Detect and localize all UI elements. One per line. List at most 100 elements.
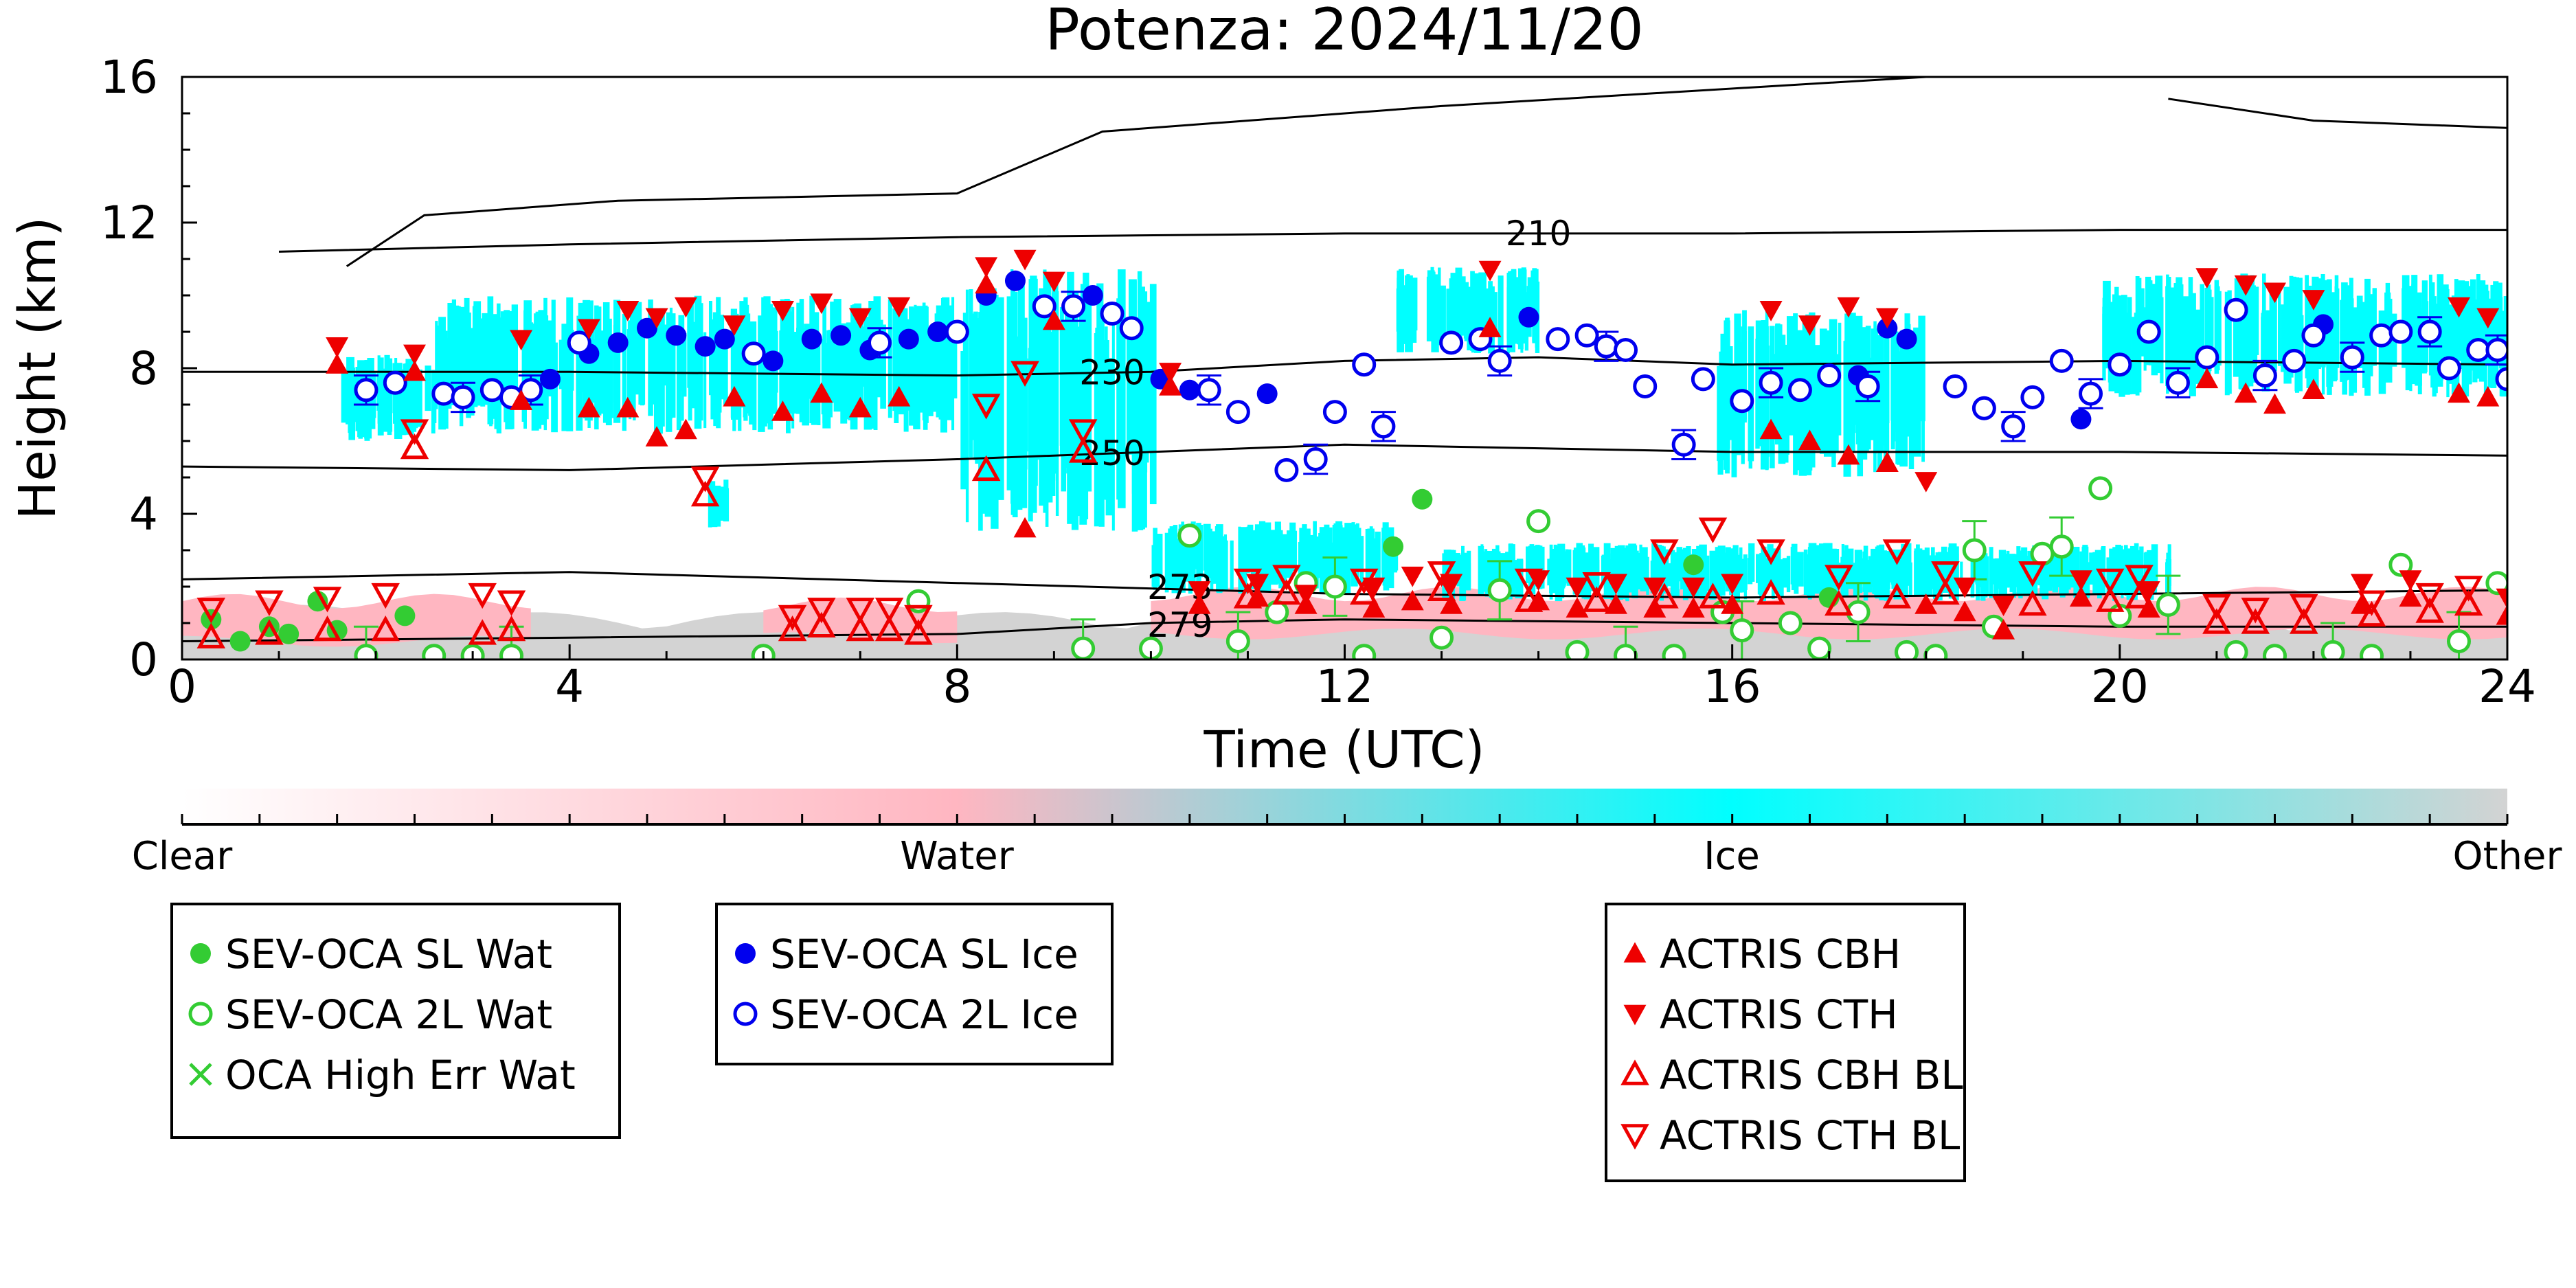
ice-class-streak	[2018, 563, 2022, 587]
ice-class-streak	[1891, 361, 1896, 442]
ice-class-streak	[1324, 524, 1330, 582]
ice-class-streak	[928, 335, 936, 405]
ice-class-streak	[971, 313, 978, 440]
marker-filled-triangle-up	[645, 426, 668, 447]
marker-filled-triangle-up	[326, 353, 349, 374]
marker-open-circle	[2360, 644, 2384, 659]
ice-class-streak	[1344, 523, 1352, 569]
legends: SEV-OCA SL Wat SEV-OCA 2L Wat OCA High Err…	[170, 903, 1966, 1182]
ice-class-streak	[2124, 554, 2128, 596]
ice-class-streak	[764, 337, 767, 427]
marker-open-circle	[1923, 644, 1948, 659]
chart-title: Potenza: 2024/11/20	[1045, 0, 1644, 63]
ice-class-streak	[1629, 545, 1638, 585]
ice-class-streak	[1455, 267, 1462, 347]
marker-filled-triangle-up	[1798, 429, 1821, 451]
marker-open-triangle-up	[1756, 578, 1785, 605]
ice-class-streak	[1580, 555, 1583, 589]
marker-filled-triangle-down	[2234, 275, 2257, 296]
ice-class-streak	[1031, 324, 1038, 486]
marker-open-triangle-up	[2241, 608, 2270, 634]
marker-open-triangle-up	[1650, 583, 1679, 609]
ice-class-streak	[2134, 313, 2138, 363]
ice-class-streak	[511, 304, 519, 391]
marker-open-circle	[383, 370, 407, 395]
ice-class-streak	[1506, 273, 1510, 354]
legend-entry-label: SEV-OCA 2L Ice	[770, 991, 1078, 1038]
marker-filled-circle	[1683, 554, 1704, 576]
ice-class-streak	[1403, 293, 1411, 344]
ice-class-streak	[524, 342, 532, 387]
ice-class-streak	[2334, 275, 2339, 365]
ice-class-streak	[396, 372, 401, 438]
ice-class-streak	[1168, 528, 1176, 583]
marker-filled-triangle-down	[723, 315, 746, 336]
ice-class-streak	[1137, 271, 1142, 457]
ice-class-streak	[2378, 310, 2386, 394]
ice-class-streak	[2173, 283, 2180, 359]
marker-open-circle	[2079, 381, 2103, 406]
marker-open-triangle-down	[1698, 517, 1728, 543]
ice-class-streak	[2167, 287, 2175, 374]
marker-open-circle	[2108, 352, 2132, 377]
marker-filled-triangle-up	[2234, 382, 2257, 403]
marker-filled-triangle-up	[975, 273, 998, 294]
ice-class-streak	[2250, 286, 2259, 355]
ice-class-streak	[1931, 547, 1935, 589]
ice-class-streak	[613, 300, 621, 423]
ice-class-streak	[2027, 550, 2031, 585]
ice-class-streak	[1145, 302, 1153, 453]
marker-open-circle	[2156, 593, 2180, 617]
ice-class-streak	[1565, 549, 1569, 584]
marker-open-triangle-up	[2018, 589, 2047, 616]
marker-open-circle	[1487, 578, 1512, 602]
ice-class-streak	[720, 487, 725, 521]
ice-class-streak	[1651, 543, 1656, 593]
ice-class-streak	[1742, 310, 1747, 423]
marker-open-triangle-down	[400, 419, 429, 445]
marker-filled-circle	[831, 325, 852, 346]
marker-filled-triangle-up	[1992, 619, 2015, 640]
ice-class-streak	[1724, 320, 1730, 449]
marker-filled-circle	[1383, 536, 1404, 557]
marker-open-triangle-down	[2125, 565, 2154, 591]
ice-class-streak	[830, 302, 836, 403]
marker-filled-triangle-up	[1527, 589, 1550, 611]
ice-class-streak	[1230, 540, 1234, 590]
ice-class-streak	[2261, 310, 2270, 392]
ice-class-streak	[1340, 545, 1344, 584]
ice-class-streak	[1835, 549, 1840, 592]
marker-filled-triangle-down	[403, 344, 426, 365]
ice-class-streak	[1574, 554, 1577, 594]
marker-open-circle	[1943, 374, 1967, 398]
ice-class-streak	[2121, 295, 2127, 378]
marker-open-circle	[2388, 552, 2413, 577]
ice-class-streak	[768, 343, 773, 417]
ice-class-streak	[2238, 278, 2244, 389]
ice-class-streak	[1914, 548, 1923, 589]
ice-class-streak	[1055, 291, 1059, 516]
ice-class-streak	[1099, 357, 1103, 473]
marker-filled-circle	[637, 317, 657, 339]
marker-open-triangle-down	[846, 598, 875, 624]
marker-open-triangle-up	[468, 619, 497, 645]
marker-open-circle	[1352, 352, 1377, 377]
marker-open-circle	[1265, 600, 1289, 624]
ice-class-streak	[1819, 543, 1827, 598]
marker-filled-triangle-up	[577, 396, 600, 418]
ice-class-streak	[456, 305, 460, 393]
marker-open-circle	[479, 378, 504, 403]
ice-class-streak	[1879, 544, 1885, 600]
ice-class-streak	[1383, 543, 1391, 572]
ice-class-streak	[1884, 329, 1890, 470]
marker-open-triangle-down	[904, 605, 933, 631]
ice-class-streak	[2483, 291, 2489, 364]
marker-filled-triangle-up	[1013, 517, 1037, 538]
ice-class-streak	[2126, 552, 2131, 596]
ice-class-streak	[1283, 538, 1291, 571]
ice-class-streak	[492, 314, 497, 419]
ice-class-streak	[1446, 289, 1452, 337]
ice-class-streak	[1820, 328, 1827, 454]
ice-class-streak	[1359, 536, 1364, 589]
